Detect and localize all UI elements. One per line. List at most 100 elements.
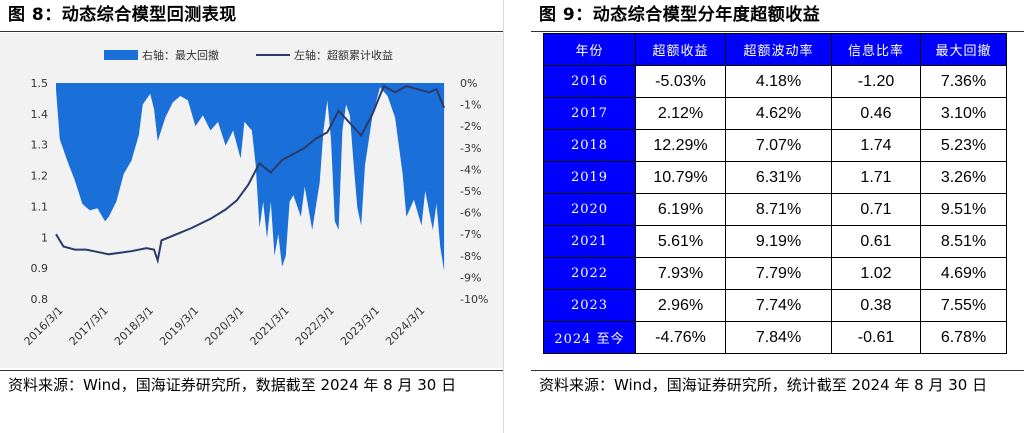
header-excess-volatility: 超额波动率 [725, 33, 832, 66]
right-axis-tick-label: -6% [460, 207, 481, 220]
left-axis-tick-label: 1.4 [31, 108, 49, 121]
panel-divider [503, 0, 532, 433]
legend-excess-label: 左轴：超额累计收益 [294, 48, 393, 62]
figure-8-chart: 1.5 1.4 1.3 1.2 1.1 1 0.9 0.8 0% -1% -2% -3% -4% -5% -… [22, 48, 489, 348]
left-axis-tick-label: 1.2 [31, 170, 49, 183]
drawdown-area [56, 83, 445, 271]
excess-volatility-cell: 7.07% [725, 129, 832, 162]
information-ratio-cell: -1.20 [831, 65, 921, 98]
figure-9-bottom-rule [531, 370, 1024, 371]
table-row: 2016 -5.03% 4.18% -1.20 7.36% [543, 65, 1007, 98]
figure-8-chart-area: 1.5 1.4 1.3 1.2 1.1 1 0.9 0.8 0% -1% -2% -3% -4% -5% -… [0, 33, 503, 368]
excess-return-cell: 6.19% [635, 193, 726, 226]
year-cell: 2024 至今 [543, 321, 636, 354]
year-cell: 2022 [543, 257, 636, 290]
right-axis-tick-label: -8% [460, 250, 481, 263]
right-axis-tick-label: -9% [460, 271, 481, 284]
max-drawdown-cell: 7.55% [920, 289, 1007, 322]
information-ratio-cell: 1.02 [831, 257, 921, 290]
left-axis-tick-label: 1.3 [31, 139, 49, 152]
excess-volatility-cell: 7.74% [725, 289, 832, 322]
right-axis-tick-label: -7% [460, 228, 481, 241]
information-ratio-cell: 0.38 [831, 289, 921, 322]
information-ratio-cell: 0.71 [831, 193, 921, 226]
left-axis-tick-label: 1.1 [31, 200, 49, 213]
excess-volatility-cell: 7.79% [725, 257, 832, 290]
year-cell: 2017 [543, 97, 636, 130]
year-cell: 2018 [543, 129, 636, 162]
excess-volatility-cell: 8.71% [725, 193, 832, 226]
max-drawdown-cell: 9.51% [920, 193, 1007, 226]
right-axis-tick-label: -2% [460, 120, 481, 133]
excess-return-cell: 10.79% [635, 161, 726, 194]
right-axis-tick-label: -10% [460, 293, 488, 306]
legend-drawdown-label: 右轴：最大回撤 [142, 48, 219, 62]
information-ratio-cell: 1.74 [831, 129, 921, 162]
header-max-drawdown: 最大回撤 [920, 33, 1007, 66]
right-axis-tick-label: -5% [460, 185, 481, 198]
figure-8-title: 图 8：动态综合模型回测表现 [8, 5, 237, 25]
max-drawdown-cell: 7.36% [920, 65, 1007, 98]
right-axis-tick-label: -4% [460, 163, 481, 176]
legend-drawdown-swatch [104, 50, 138, 60]
x-axis-tick-label: 2023/3/1 [338, 304, 382, 348]
excess-return-cell: 2.96% [635, 289, 726, 322]
x-axis-tick-label: 2016/3/1 [22, 304, 66, 348]
table-header-row: 年份 超额收益 超额波动率 信息比率 最大回撤 [543, 33, 1007, 66]
left-axis-tick-label: 0.9 [31, 262, 49, 275]
table-row: 2022 7.93% 7.79% 1.02 4.69% [543, 257, 1007, 290]
excess-return-cell: 12.29% [635, 129, 726, 162]
header-year: 年份 [543, 33, 636, 66]
figure-9-source: 资料来源：Wind，国海证券研究所，统计截至 2024 年 8 月 30 日 [539, 376, 988, 394]
max-drawdown-cell: 6.78% [920, 321, 1007, 354]
table-row: 2018 12.29% 7.07% 1.74 5.23% [543, 129, 1007, 162]
x-axis-tick-label: 2018/3/1 [112, 304, 156, 348]
x-axis-tick-label: 2024/3/1 [383, 304, 427, 348]
excess-volatility-cell: 4.62% [725, 97, 832, 130]
figure-9-top-rule [531, 31, 1024, 32]
header-excess-return: 超额收益 [635, 33, 726, 66]
figure-9-panel: 图 9：动态综合模型分年度超额收益 年份 超额收益 超额波动率 信息比率 最大回… [531, 0, 1024, 433]
figure-8-top-rule [0, 31, 503, 32]
max-drawdown-cell: 4.69% [920, 257, 1007, 290]
excess-return-cell: 2.12% [635, 97, 726, 130]
excess-return-cell: 7.93% [635, 257, 726, 290]
x-axis-tick-label: 2020/3/1 [202, 304, 246, 348]
table-row: 2017 2.12% 4.62% 0.46 3.10% [543, 97, 1007, 130]
left-axis-tick-label: 0.8 [31, 293, 49, 306]
left-axis-tick-label: 1 [41, 231, 48, 244]
information-ratio-cell: -0.61 [831, 321, 921, 354]
figure-8-bottom-rule [0, 370, 503, 371]
excess-return-cell: 5.61% [635, 225, 726, 258]
x-axis-tick-label: 2019/3/1 [157, 304, 201, 348]
x-axis-tick-label: 2021/3/1 [248, 304, 292, 348]
table-row: 2021 5.61% 9.19% 0.61 8.51% [543, 225, 1007, 258]
right-axis-tick-label: -1% [460, 99, 481, 112]
max-drawdown-cell: 3.10% [920, 97, 1007, 130]
table-row: 2019 10.79% 6.31% 1.71 3.26% [543, 161, 1007, 194]
year-cell: 2021 [543, 225, 636, 258]
excess-return-cell: -5.03% [635, 65, 726, 98]
max-drawdown-cell: 8.51% [920, 225, 1007, 258]
annual-excess-table: 年份 超额收益 超额波动率 信息比率 最大回撤 2016 -5.03% 4.18… [543, 33, 1007, 354]
table-row: 2023 2.96% 7.74% 0.38 7.55% [543, 289, 1007, 322]
information-ratio-cell: 0.61 [831, 225, 921, 258]
left-axis-tick-label: 1.5 [31, 77, 49, 90]
excess-return-cell: -4.76% [635, 321, 726, 354]
year-cell: 2020 [543, 193, 636, 226]
excess-return-line [55, 84, 446, 265]
year-cell: 2016 [543, 65, 636, 98]
excess-volatility-cell: 7.84% [725, 321, 832, 354]
year-cell: 2019 [543, 161, 636, 194]
right-axis-tick-label: 0% [460, 77, 477, 90]
right-axis-tick-label: -3% [460, 142, 481, 155]
excess-volatility-cell: 6.31% [725, 161, 832, 194]
excess-volatility-cell: 9.19% [725, 225, 832, 258]
excess-volatility-cell: 4.18% [725, 65, 832, 98]
information-ratio-cell: 0.46 [831, 97, 921, 130]
figure-8-source: 资料来源：Wind，国海证券研究所，数据截至 2024 年 8 月 30 日 [8, 376, 457, 394]
max-drawdown-cell: 5.23% [920, 129, 1007, 162]
information-ratio-cell: 1.71 [831, 161, 921, 194]
max-drawdown-cell: 3.26% [920, 161, 1007, 194]
table-row: 2024 至今 -4.76% 7.84% -0.61 6.78% [543, 321, 1007, 354]
